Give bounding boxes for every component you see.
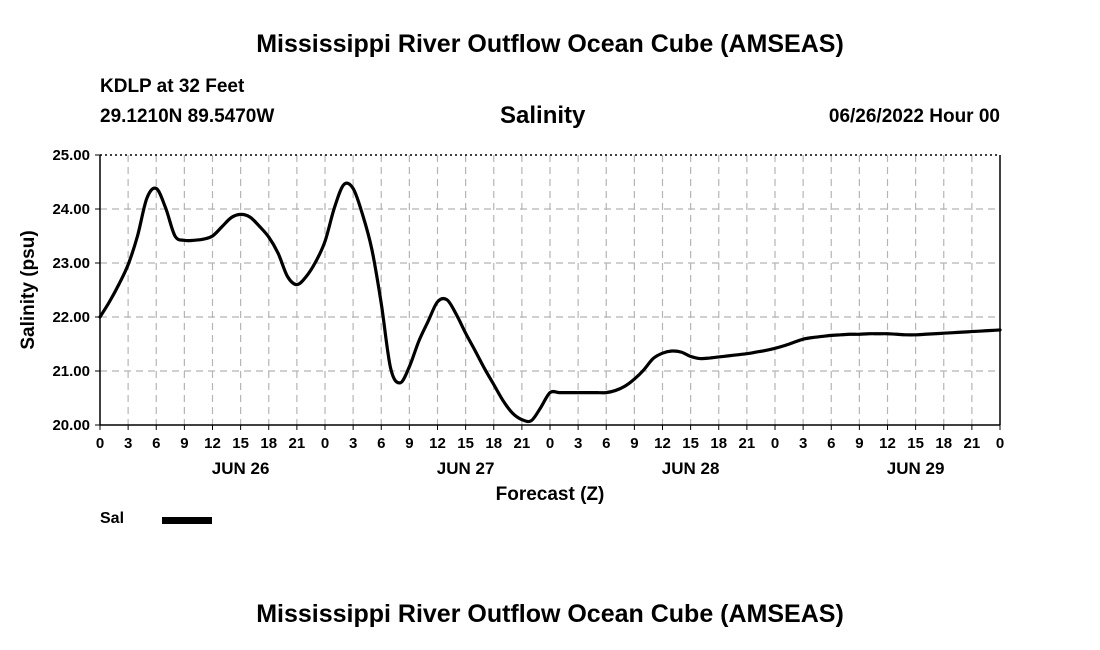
chart-title: Salinity	[500, 102, 586, 129]
x-tick-label: 21	[514, 435, 531, 452]
y-axis-title: Salinity (psu)	[18, 230, 39, 349]
x-tick-label: 0	[996, 435, 1004, 452]
x-tick-label: 12	[204, 435, 221, 452]
y-tick-label: 20.00	[52, 417, 90, 434]
day-label: JUN 28	[662, 459, 720, 478]
x-tick-label: 21	[739, 435, 756, 452]
legend-label: Sal	[100, 510, 125, 527]
top-title: Mississippi River Outflow Ocean Cube (AM…	[256, 30, 844, 58]
x-tick-label: 15	[457, 435, 474, 452]
x-tick-label: 9	[180, 435, 188, 452]
legend-swatch	[162, 517, 212, 524]
x-tick-label: 0	[546, 435, 554, 452]
day-label: JUN 27	[437, 459, 495, 478]
x-tick-label: 9	[405, 435, 413, 452]
y-tick-label: 23.00	[52, 255, 90, 272]
forecast-datetime: 06/26/2022 Hour 00	[828, 106, 1000, 127]
x-tick-label: 9	[855, 435, 863, 452]
x-tick-label: 3	[799, 435, 807, 452]
x-tick-label: 0	[771, 435, 779, 452]
salinity-chart: 0 3 6 9 12 15 18 21 0 3 6 9 12 15 18 21 0 3 6 9 12 15 18 21 0 3 6 9…	[18, 147, 1004, 505]
x-tick-label: 18	[935, 435, 952, 452]
location-coordinates: 29.1210N 89.5470W	[100, 106, 275, 127]
x-tick-label: 9	[630, 435, 638, 452]
x-tick-label: 0	[321, 435, 329, 452]
x-tick-label: 15	[682, 435, 699, 452]
x-tick-label: 3	[574, 435, 582, 452]
y-tick-label: 21.00	[52, 363, 90, 380]
x-tick-label: 6	[602, 435, 610, 452]
x-tick-label: 6	[152, 435, 160, 452]
series-line-sal	[98, 181, 1002, 424]
x-tick-label: 12	[879, 435, 896, 452]
station-label: KDLP at 32 Feet	[100, 76, 245, 97]
y-tick-label: 25.00	[52, 147, 90, 164]
y-tick-label: 22.00	[52, 309, 90, 326]
x-tick-label: 18	[485, 435, 502, 452]
x-tick-label: 18	[260, 435, 277, 452]
x-tick-label: 0	[96, 435, 104, 452]
x-tick-label: 15	[232, 435, 249, 452]
x-tick-label: 12	[654, 435, 671, 452]
x-tick-label: 15	[907, 435, 924, 452]
x-tick-label: 3	[124, 435, 132, 452]
day-label: JUN 29	[887, 459, 945, 478]
x-tick-label: 21	[964, 435, 981, 452]
x-tick-label: 6	[827, 435, 835, 452]
day-label: JUN 26	[212, 459, 270, 478]
x-tick-label: 12	[429, 435, 446, 452]
x-tick-label: 3	[349, 435, 357, 452]
bottom-title: Mississippi River Outflow Ocean Cube (AM…	[256, 600, 844, 628]
x-axis-title: Forecast (Z)	[496, 484, 605, 505]
y-tick-label: 24.00	[52, 201, 90, 218]
x-tick-label: 21	[289, 435, 306, 452]
x-tick-label: 6	[377, 435, 385, 452]
x-tick-label: 18	[710, 435, 727, 452]
